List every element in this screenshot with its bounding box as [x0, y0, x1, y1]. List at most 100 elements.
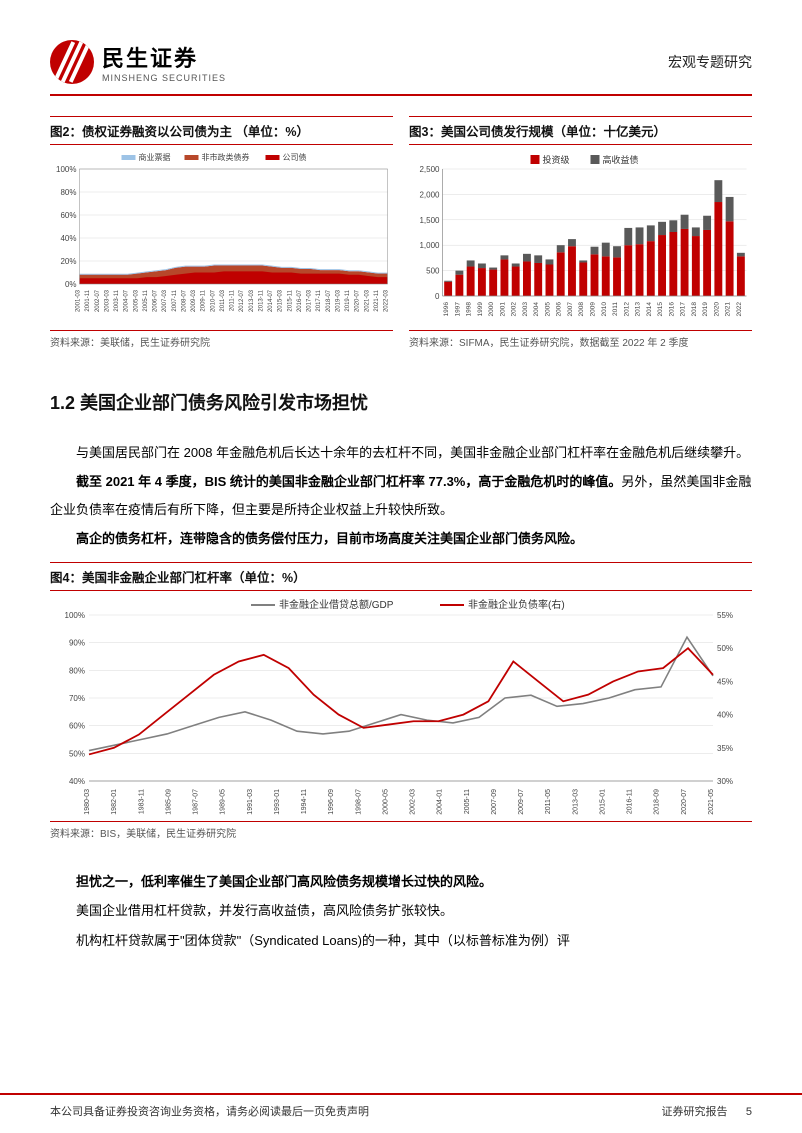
svg-text:2011-03: 2011-03 — [220, 289, 226, 311]
svg-text:非金融企业借贷总额/GDP: 非金融企业借贷总额/GDP — [279, 598, 394, 611]
svg-text:2007: 2007 — [567, 302, 574, 317]
svg-text:2015-01: 2015-01 — [599, 789, 606, 815]
svg-text:2007-09: 2007-09 — [491, 789, 498, 815]
svg-text:2018-07: 2018-07 — [326, 289, 332, 312]
svg-text:2011-05: 2011-05 — [545, 789, 552, 814]
svg-text:2022: 2022 — [736, 302, 743, 317]
brand-name-cn: 民生证券 — [102, 41, 226, 73]
body-text-block-1: 与美国居民部门在 2008 年金融危机后长达十余年的去杠杆不同，美国非金融企业部… — [50, 439, 752, 552]
svg-text:1983-11: 1983-11 — [138, 789, 145, 814]
chart2-title: 图2：债权证券融资以公司债为主 （单位：%） — [50, 116, 393, 145]
svg-text:2021-03: 2021-03 — [364, 289, 370, 312]
chart2-container: 图2：债权证券融资以公司债为主 （单位：%） 0%20%40%60%80%100… — [50, 116, 393, 349]
svg-text:2004-07: 2004-07 — [124, 289, 130, 312]
svg-text:2015: 2015 — [657, 302, 664, 317]
svg-text:2004-01: 2004-01 — [437, 789, 444, 815]
chart3-container: 图3：美国公司债发行规模（单位：十亿美元） 05001,0001,5002,00… — [409, 116, 752, 349]
svg-text:1980-03: 1980-03 — [84, 789, 91, 815]
svg-text:2012-07: 2012-07 — [239, 289, 245, 312]
chart4-container: 图4：美国非金融企业部门杠杆率（单位：%） 40%50%60%70%80%90%… — [50, 562, 752, 840]
svg-text:2009: 2009 — [590, 302, 597, 317]
svg-text:2020: 2020 — [713, 302, 720, 317]
svg-text:2014-07: 2014-07 — [268, 289, 274, 312]
svg-text:2003: 2003 — [522, 302, 529, 317]
svg-text:0%: 0% — [65, 280, 77, 289]
svg-text:1998-07: 1998-07 — [355, 789, 362, 815]
svg-text:2,500: 2,500 — [419, 165, 440, 174]
svg-text:40%: 40% — [69, 777, 85, 786]
svg-text:1,000: 1,000 — [419, 241, 440, 250]
svg-text:2005-11: 2005-11 — [464, 789, 471, 814]
svg-text:2014: 2014 — [646, 302, 653, 317]
svg-text:2007-11: 2007-11 — [172, 289, 178, 311]
svg-text:2007-03: 2007-03 — [162, 289, 168, 312]
svg-text:2013-03: 2013-03 — [572, 789, 579, 815]
charts-row-top: 图2：债权证券融资以公司债为主 （单位：%） 0%20%40%60%80%100… — [50, 116, 752, 349]
svg-text:2001-11: 2001-11 — [85, 289, 91, 311]
svg-text:30%: 30% — [717, 777, 733, 786]
brand-name-en: MINSHENG SECURITIES — [102, 73, 226, 83]
logo-icon — [50, 40, 94, 84]
svg-text:60%: 60% — [60, 211, 76, 220]
svg-text:2019: 2019 — [702, 302, 709, 317]
svg-text:高收益债: 高收益债 — [603, 154, 639, 165]
page-footer: 本公司具备证券投资咨询业务资格，请务必阅读最后一页免责声明 证券研究报告 5 — [0, 1093, 802, 1133]
footer-disclaimer: 本公司具备证券投资咨询业务资格，请务必阅读最后一页免责声明 — [50, 1103, 369, 1119]
svg-text:100%: 100% — [65, 611, 85, 620]
svg-text:2013: 2013 — [635, 302, 642, 317]
svg-text:2006: 2006 — [556, 302, 563, 317]
chart3-title: 图3：美国公司债发行规模（单位：十亿美元） — [409, 116, 752, 145]
svg-text:非市政类债券: 非市政类债券 — [202, 152, 250, 162]
svg-text:2021-05: 2021-05 — [708, 789, 715, 815]
svg-text:2010: 2010 — [601, 302, 608, 317]
svg-text:2017: 2017 — [680, 302, 687, 317]
svg-text:1999: 1999 — [477, 302, 484, 317]
svg-text:50%: 50% — [717, 644, 733, 653]
svg-text:500: 500 — [426, 267, 440, 276]
svg-text:1996-09: 1996-09 — [328, 789, 335, 815]
svg-text:2000: 2000 — [488, 302, 495, 317]
svg-text:2016: 2016 — [668, 302, 675, 317]
svg-text:2017-11: 2017-11 — [316, 289, 322, 311]
svg-text:35%: 35% — [717, 744, 733, 753]
svg-text:2017-03: 2017-03 — [307, 289, 313, 312]
svg-text:2021-11: 2021-11 — [374, 289, 380, 311]
svg-text:投资级: 投资级 — [543, 154, 570, 165]
svg-text:2004: 2004 — [533, 302, 540, 317]
svg-text:2009-11: 2009-11 — [201, 289, 207, 311]
svg-text:2019-03: 2019-03 — [335, 289, 341, 312]
para3: 高企的债务杠杆，连带隐含的债务偿付压力，目前市场高度关注美国企业部门债务风险。 — [50, 525, 752, 552]
para2: 截至 2021 年 4 季度，BIS 统计的美国非金融企业部门杠杆率 77.3%… — [50, 468, 752, 523]
brand-logo: 民生证券 MINSHENG SECURITIES — [50, 40, 226, 84]
svg-text:2013-11: 2013-11 — [258, 289, 264, 311]
doc-category: 宏观专题研究 — [668, 52, 752, 72]
svg-text:2016-07: 2016-07 — [297, 289, 303, 312]
svg-text:2001: 2001 — [499, 302, 506, 317]
svg-text:100%: 100% — [56, 165, 76, 174]
svg-text:2020-07: 2020-07 — [355, 289, 361, 312]
svg-text:90%: 90% — [69, 639, 85, 648]
svg-text:1989-05: 1989-05 — [220, 789, 227, 815]
chart3-source: 资料来源：SIFMA，民生证券研究院，数据截至 2022 年 2 季度 — [409, 330, 752, 349]
chart3-plot: 05001,0001,5002,0002,500投资级高收益债199619971… — [409, 151, 752, 326]
chart2-source: 资料来源：美联储，民生证券研究院 — [50, 330, 393, 349]
svg-text:50%: 50% — [69, 750, 85, 759]
section-heading: 1.2 美国企业部门债务风险引发市场担忧 — [50, 389, 752, 415]
svg-text:2005: 2005 — [544, 302, 551, 317]
footer-right: 证券研究报告 5 — [662, 1103, 752, 1119]
svg-text:2015-11: 2015-11 — [287, 289, 293, 311]
svg-text:非金融企业负债率(右): 非金融企业负债率(右) — [468, 598, 565, 611]
svg-text:1994-11: 1994-11 — [301, 789, 308, 814]
svg-text:55%: 55% — [717, 611, 733, 620]
svg-text:1987-07: 1987-07 — [193, 789, 200, 815]
svg-text:1997: 1997 — [454, 302, 461, 317]
svg-text:1996: 1996 — [443, 302, 450, 317]
svg-text:公司债: 公司债 — [283, 152, 307, 162]
page-header: 民生证券 MINSHENG SECURITIES 宏观专题研究 — [50, 40, 752, 96]
svg-text:2002-07: 2002-07 — [95, 289, 101, 312]
svg-text:2018: 2018 — [691, 302, 698, 317]
chart4-title: 图4：美国非金融企业部门杠杆率（单位：%） — [50, 562, 752, 591]
svg-text:2005-03: 2005-03 — [133, 289, 139, 312]
svg-text:2008: 2008 — [578, 302, 585, 317]
svg-text:2002-03: 2002-03 — [410, 789, 417, 815]
